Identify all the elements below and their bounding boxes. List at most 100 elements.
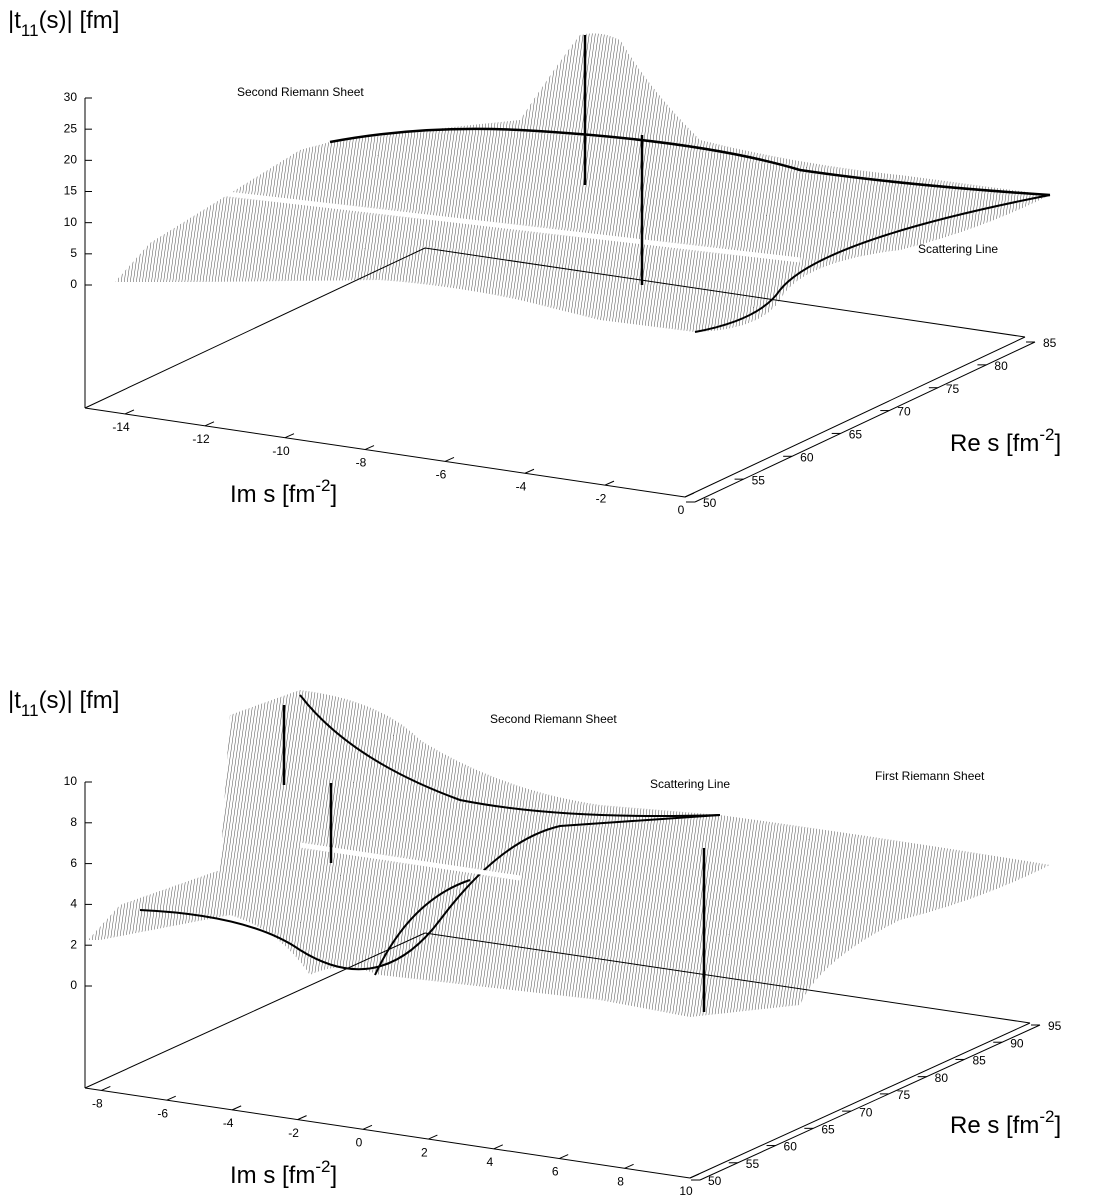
axis-label-part: (s)| [fm] <box>39 687 120 714</box>
annotation: Scattering Line <box>650 777 730 791</box>
z-tick-label: 2 <box>70 937 77 951</box>
x-tick-label: 6 <box>552 1165 559 1179</box>
x-tick-label: -4 <box>516 479 527 493</box>
axis-label-part: -2 <box>315 476 330 495</box>
axis-label-part: -2 <box>315 1157 330 1176</box>
floor-edge <box>84 932 426 1089</box>
floor-edge <box>424 932 1031 1024</box>
x-tick-label: 2 <box>421 1145 428 1159</box>
y-tick-label: 90 <box>1010 1036 1024 1050</box>
axis-label-part: Re s [fm <box>950 430 1039 457</box>
y-tick-label: 95 <box>1048 1019 1062 1033</box>
x-tick-label: 8 <box>617 1174 624 1188</box>
x-tick <box>204 421 215 427</box>
axis-label-part: ] <box>330 1162 337 1189</box>
y-tick-label: 80 <box>994 359 1008 373</box>
y-tick-label: 50 <box>703 496 717 510</box>
x-tick-label: -8 <box>92 1097 103 1111</box>
y-tick-label: 60 <box>800 450 814 464</box>
axis-label-part: (s)| [fm] <box>39 7 120 34</box>
axis-label-part: Re s [fm <box>950 1112 1039 1139</box>
annotation: Second Riemann Sheet <box>490 712 617 726</box>
y-tick-label: 55 <box>746 1157 760 1171</box>
floor-edge <box>689 1022 1031 1179</box>
z-tick-label: 10 <box>64 215 78 229</box>
y-tick-label: 50 <box>708 1174 722 1188</box>
x-tick-label: -2 <box>288 1126 299 1140</box>
floor-edge <box>84 247 426 409</box>
axis-label-part: 11 <box>21 701 39 720</box>
z-tick-label: 6 <box>70 856 77 870</box>
x-tick-label: -8 <box>356 456 367 470</box>
axis-label: Im s [fm-2] <box>230 476 337 508</box>
x-tick-label: 0 <box>678 503 685 517</box>
y-tick-label: 80 <box>935 1071 949 1085</box>
y-tick-label: 70 <box>859 1105 873 1119</box>
x-tick-label: -4 <box>223 1116 234 1130</box>
y-tick-label: 85 <box>972 1054 986 1068</box>
axis-label: Im s [fm-2] <box>230 1157 337 1189</box>
x-tick <box>493 1144 503 1150</box>
y-axis <box>699 1024 1041 1181</box>
axis-label: Re s [fm-2] <box>950 1107 1061 1139</box>
axis-label-part: ] <box>1054 430 1061 457</box>
x-tick <box>558 1154 569 1159</box>
z-tick-label: 5 <box>70 246 77 260</box>
surface <box>115 33 1051 333</box>
y-tick-label: 85 <box>1043 336 1057 350</box>
z-tick-label: 30 <box>64 90 78 104</box>
axis-label-part: |t <box>8 7 21 34</box>
z-tick-label: 20 <box>64 153 78 167</box>
y-tick-label: 60 <box>784 1140 798 1154</box>
annotation: Scattering Line <box>918 242 998 256</box>
x-tick <box>428 1134 438 1140</box>
axis-label-part: ] <box>1054 1112 1061 1139</box>
y-tick-label: 70 <box>897 405 911 419</box>
x-tick <box>124 409 135 415</box>
x-axis <box>84 407 686 498</box>
y-tick-label: 65 <box>849 428 863 442</box>
axis-label-part: 11 <box>21 21 39 40</box>
floor-edge <box>684 336 1026 498</box>
y-tick-label: 75 <box>897 1088 911 1102</box>
floor-edge <box>424 247 1026 338</box>
x-tick <box>444 456 455 462</box>
z-tick-label: 0 <box>70 277 77 291</box>
axis-label-part: Im s [fm <box>230 481 315 508</box>
x-tick <box>684 492 695 498</box>
z-tick-label: 4 <box>70 897 77 911</box>
x-tick <box>284 433 295 439</box>
axis-label: Re s [fm-2] <box>950 425 1061 457</box>
x-tick <box>524 468 535 474</box>
axis-label-part: -2 <box>1039 425 1054 444</box>
z-tick-label: 0 <box>70 978 77 992</box>
annotation: First Riemann Sheet <box>875 769 985 783</box>
z-tick-label: 15 <box>64 184 78 198</box>
axis-label-part: ] <box>330 481 337 508</box>
x-tick-label: -6 <box>157 1106 168 1120</box>
x-tick-label: -12 <box>192 432 210 446</box>
z-tick-label: 8 <box>70 815 77 829</box>
x-tick <box>231 1105 242 1111</box>
surface <box>88 690 1050 1017</box>
y-axis <box>694 341 1036 503</box>
x-tick <box>364 445 375 450</box>
x-tick-label: -14 <box>112 420 130 434</box>
axis-label: |t11(s)| [fm] <box>8 687 119 720</box>
annotation: Second Riemann Sheet <box>237 85 364 99</box>
axis-label-part: Im s [fm <box>230 1162 315 1189</box>
x-tick-label: 4 <box>486 1155 493 1169</box>
x-tick <box>101 1085 111 1091</box>
y-tick-label: 75 <box>946 382 960 396</box>
x-tick-label: 0 <box>356 1136 363 1150</box>
x-tick <box>604 480 615 486</box>
y-tick-label: 55 <box>752 473 766 487</box>
y-tick-label: 65 <box>821 1123 835 1137</box>
x-axis <box>84 1087 691 1179</box>
x-tick-label: -10 <box>272 444 290 458</box>
x-tick <box>624 1163 634 1169</box>
x-tick-label: -2 <box>596 491 607 505</box>
x-tick <box>362 1124 373 1130</box>
x-tick-label: -6 <box>436 468 447 482</box>
